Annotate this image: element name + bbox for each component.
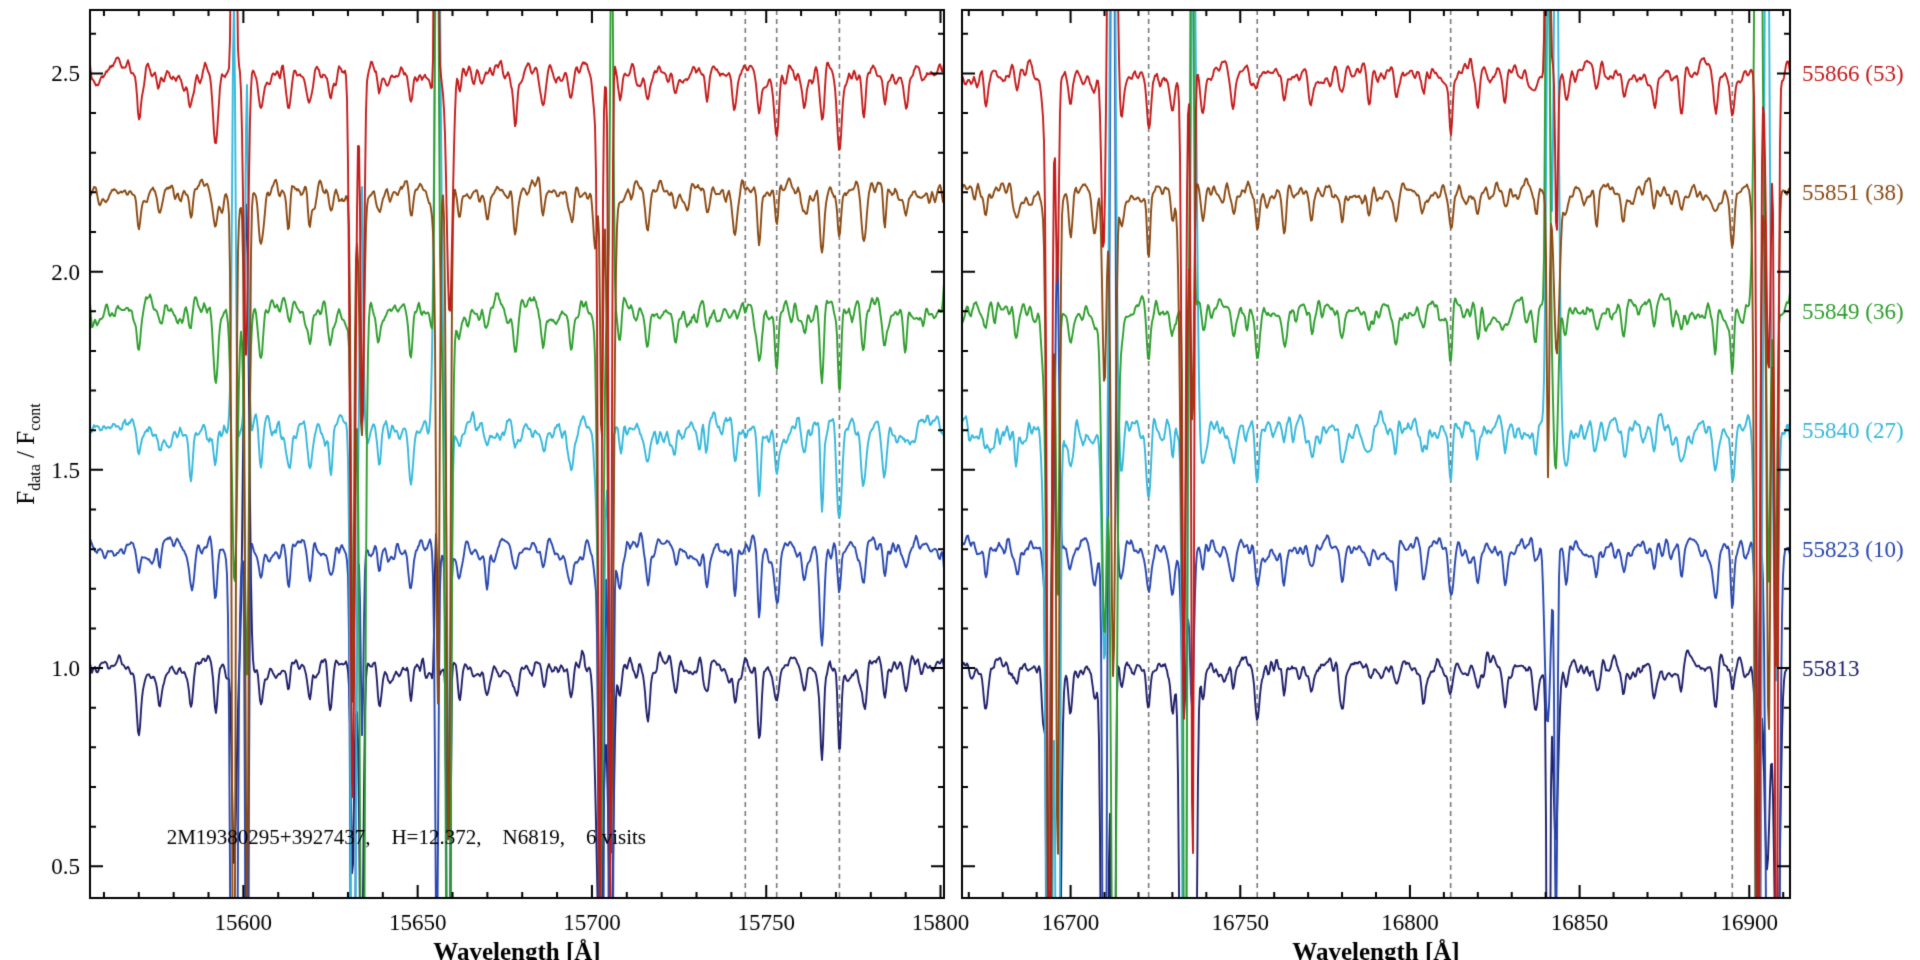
visit-spectra-chart-canvas [0,0,1920,960]
spectra-figure [0,0,1920,960]
